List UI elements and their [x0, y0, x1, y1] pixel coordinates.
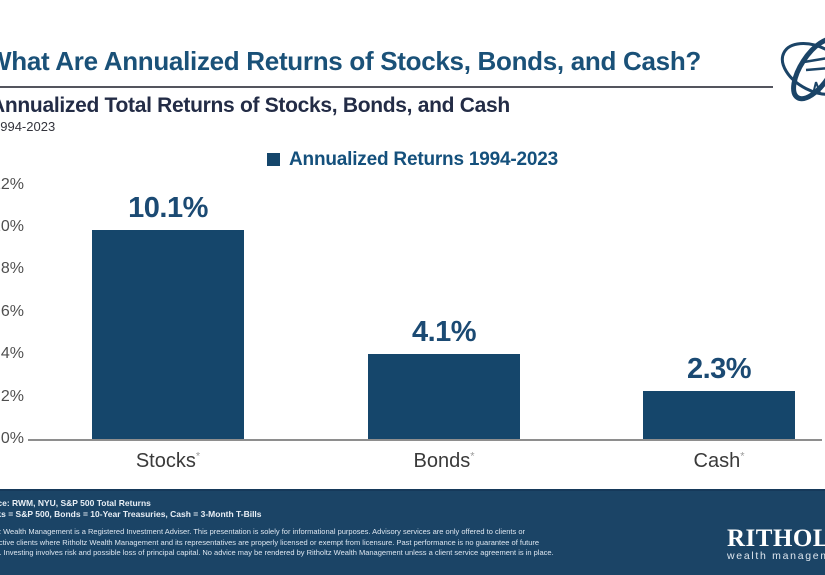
brand-subtitle: wealth management — [727, 550, 825, 562]
y-axis-tick-label: 4% — [0, 345, 24, 363]
disclaimer-text: Ritholtz Wealth Management is a Register… — [0, 527, 554, 557]
brand-name: RITHOLTZ — [727, 525, 825, 552]
ritholtz-globe-logo — [780, 36, 825, 102]
category-label-stocks: Stocks* — [135, 450, 201, 472]
title-divider — [0, 86, 773, 88]
bar-cash — [643, 391, 795, 439]
chart-title: Annualized Total Returns of Stocks, Bond… — [0, 94, 510, 117]
footnote-asterisk: * — [470, 450, 475, 463]
footnote-asterisk: * — [740, 450, 745, 463]
bar-value-label: 10.1% — [128, 191, 208, 224]
page-title: What Are Annualized Returns of Stocks, B… — [0, 46, 701, 76]
date-range-label: 1994-2023 — [0, 119, 56, 134]
bar-value-label: 2.3% — [686, 353, 752, 386]
source-note: Source: RWM, NYU, S&P 500 Total Returns … — [0, 498, 262, 519]
legend-swatch-icon — [267, 153, 281, 166]
y-axis-tick-label: 8% — [0, 260, 24, 278]
category-label-bonds: Bonds* — [413, 450, 475, 472]
y-axis-tick-label: 12% — [0, 175, 24, 193]
bar-stocks — [92, 229, 244, 439]
y-axis-tick-label: 6% — [0, 302, 24, 320]
legend-label: Annualized Returns 1994-2023 — [289, 149, 558, 170]
bar-bonds — [368, 354, 520, 439]
x-axis-line — [28, 439, 822, 441]
bar-value-label: 4.1% — [411, 316, 477, 349]
y-axis-tick-label: 0% — [0, 430, 24, 447]
y-axis-tick-label: 10% — [0, 218, 24, 235]
y-axis-tick-label: 2% — [0, 387, 24, 405]
chart-legend: Annualized Returns 1994-2023 — [0, 149, 825, 171]
ritholtz-wordmark: RITHOLTZ wealth management — [727, 525, 825, 562]
footnote-asterisk: * — [195, 450, 201, 463]
footer-band: Source: RWM, NYU, S&P 500 Total Returns … — [0, 489, 825, 575]
category-label-cash: Cash* — [693, 450, 745, 472]
